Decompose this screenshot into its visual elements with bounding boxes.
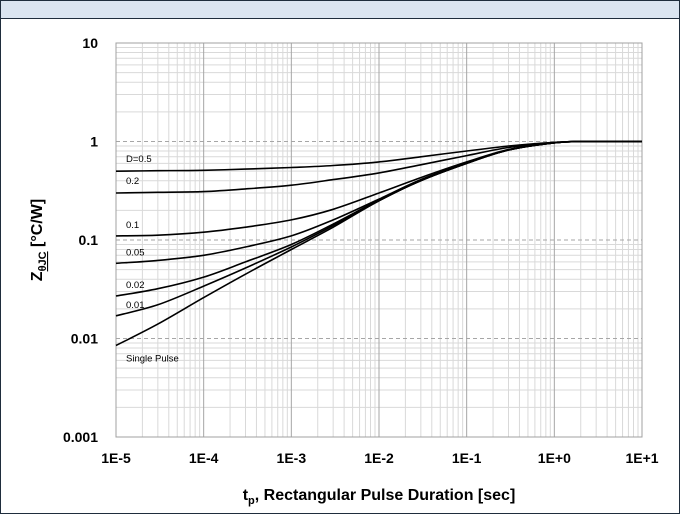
y-tick-labels: 0.001 0.01 0.1 1 10 — [63, 35, 98, 445]
y-tick-label: 10 — [82, 35, 98, 51]
series-label: D=0.5 — [126, 154, 152, 165]
plot-border — [115, 42, 643, 438]
series-label: Single Pulse — [126, 353, 179, 364]
y-axis-title: ZθJC [°C/W] — [29, 199, 49, 281]
series-label: 0.2 — [126, 176, 139, 187]
x-axis-title: tp, Rectangular Pulse Duration [sec] — [243, 487, 516, 507]
series-label: 0.01 — [126, 300, 145, 311]
x-tick-label: 1E-4 — [189, 450, 219, 466]
y-tick-label: 0.01 — [71, 331, 98, 347]
y-tick-label: 1 — [90, 134, 98, 150]
series-line — [115, 140, 643, 347]
x-tick-label: 1E-3 — [277, 450, 307, 466]
x-tick-label: 1E+0 — [538, 450, 571, 466]
y-tick-label: 0.001 — [63, 429, 98, 445]
x-tick-labels: 1E-5 1E-4 1E-3 1E-2 1E-1 1E+0 1E+1 — [101, 450, 659, 466]
series-label: 0.05 — [126, 247, 145, 258]
curves — [115, 140, 643, 347]
series-labels: D=0.5 0.2 0.1 0.05 0.02 0.01 Single Pulse — [126, 154, 179, 364]
x-tick-label: 1E-1 — [452, 450, 482, 466]
x-tick-label: 1E+1 — [625, 450, 658, 466]
x-tick-label: 1E-2 — [364, 450, 394, 466]
y-tick-label: 0.1 — [79, 232, 99, 248]
x-tick-label: 1E-5 — [101, 450, 131, 466]
title-band — [1, 1, 679, 19]
series-label: 0.1 — [126, 220, 139, 231]
series-label: 0.02 — [126, 280, 145, 291]
